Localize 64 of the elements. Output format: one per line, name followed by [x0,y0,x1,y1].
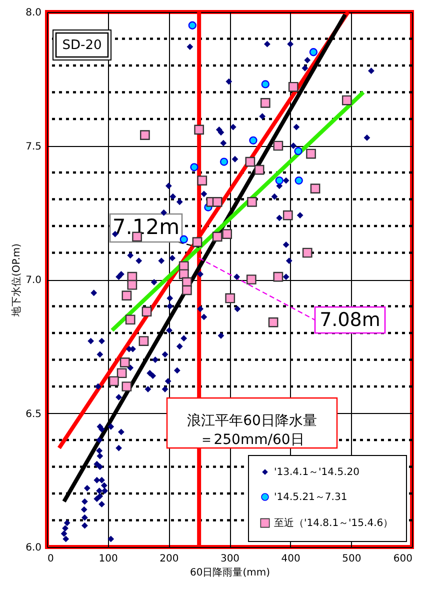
point [309,48,318,56]
point [212,196,222,207]
annotation: 7.08m [320,309,380,331]
point [127,280,138,290]
x-tick-label: 500 [342,554,362,564]
point [275,176,284,185]
point [140,130,150,140]
x-tick-label: 0 [48,554,54,564]
point [120,357,130,368]
point [268,317,278,328]
point [194,124,204,135]
point [294,176,303,185]
point [260,98,270,108]
legend-label: '13.4.1～'14.5.20 [274,467,360,478]
point [116,368,127,378]
point [222,229,232,239]
x-tick-label: 100 [98,554,118,564]
x-axis-title: 60日降雨量(mm) [190,566,270,578]
annotation: SD-20 [62,38,102,53]
point [142,306,152,317]
point [306,148,316,159]
point [245,156,256,167]
point [246,274,256,284]
point [190,163,198,172]
y-axis-title: 地下水位(OP.m) [10,243,23,318]
point [294,147,302,156]
x-tick-label: 600 [393,554,412,564]
point [197,176,208,186]
point [310,184,320,194]
point [220,158,228,166]
point [108,376,119,386]
annotation: 7.12m [112,215,180,239]
point [247,196,257,207]
y-tick-label: 6.0 [26,542,42,554]
y-tick-label: 6.5 [26,408,42,420]
point [122,290,132,300]
x-tick-label: 300 [220,554,240,564]
point [212,232,222,242]
point [302,248,312,258]
y-tick-label: 7.0 [26,275,42,286]
point [273,140,284,151]
point [273,272,284,282]
y-tick-label: 8.0 [26,8,42,18]
point [188,21,196,30]
point [225,293,236,304]
x-tick-label: 200 [160,554,179,564]
point [125,314,136,325]
point [249,136,258,144]
legend-label: 至近（'14.8.1～'15.4.6） [274,517,394,529]
point [122,382,132,392]
point [342,95,352,106]
ref-line-label: 浪江平年60日降水量＝250mm/60日 [187,413,317,448]
point [261,80,270,88]
x-tick-label: 400 [281,554,300,564]
point [178,269,189,280]
y-tick-label: 7.5 [26,141,42,152]
point [138,336,149,346]
point [182,285,192,296]
point [192,237,202,247]
point [282,210,293,220]
point [288,82,298,92]
legend-label: '14.5.21～7.31 [274,492,348,503]
point [180,235,188,244]
point [254,164,264,175]
